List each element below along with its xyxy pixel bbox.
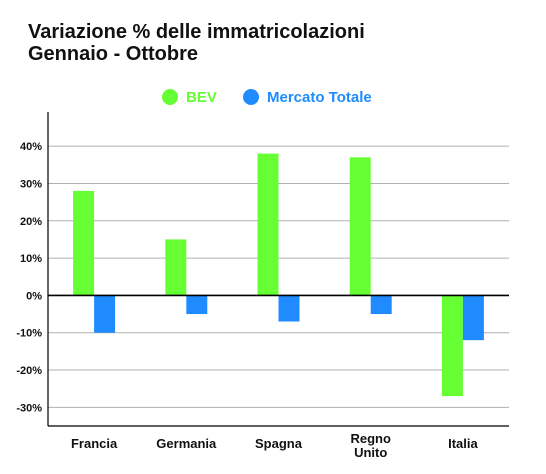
y-tick-label: -30%	[16, 402, 42, 414]
x-category-label: Germania	[156, 436, 217, 451]
x-category-label: Italia	[448, 436, 478, 451]
y-tick-label: 20%	[20, 216, 42, 228]
legend-label-bev: BEV	[186, 89, 217, 106]
y-tick-label: 40%	[20, 141, 42, 153]
x-category-label: Spagna	[255, 436, 303, 451]
y-tick-label: 10%	[20, 253, 42, 265]
legend-label-mercato-totale: Mercato Totale	[267, 89, 372, 106]
bar-bev	[257, 153, 279, 296]
y-tick-label: 0%	[26, 290, 42, 302]
y-tick-label: 30%	[20, 178, 42, 190]
bar-bev	[165, 239, 187, 296]
x-axis-categories: Francia Germania Spagna Regno Unito Italia	[71, 431, 479, 460]
bar-bev	[349, 157, 371, 296]
y-axis-ticks: 40% 30% 20% 10% 0% -10% -20% -30%	[16, 141, 42, 414]
bar-mercato-totale	[186, 295, 208, 315]
bar-bev	[73, 190, 95, 296]
chart-title: Variazione % delle immatricolazioni	[28, 21, 365, 43]
y-tick-label: -20%	[16, 365, 42, 377]
bar-mercato-totale	[94, 295, 116, 333]
chart-legend: BEV Mercato Totale	[162, 89, 372, 106]
x-category-label: Regno Unito	[350, 431, 391, 460]
x-category-label: Francia	[71, 436, 118, 451]
bar-bev	[441, 295, 463, 397]
axes	[47, 112, 509, 427]
bar-mercato-totale	[370, 295, 392, 315]
legend-marker-bev	[162, 89, 178, 105]
legend-marker-mercato-totale	[243, 89, 259, 105]
y-tick-label: -10%	[16, 328, 42, 340]
bar-mercato-totale	[278, 295, 300, 322]
bar-mercato-totale	[462, 295, 484, 341]
chart-subtitle: Gennaio - Ottobre	[28, 43, 198, 65]
bars	[73, 153, 484, 397]
